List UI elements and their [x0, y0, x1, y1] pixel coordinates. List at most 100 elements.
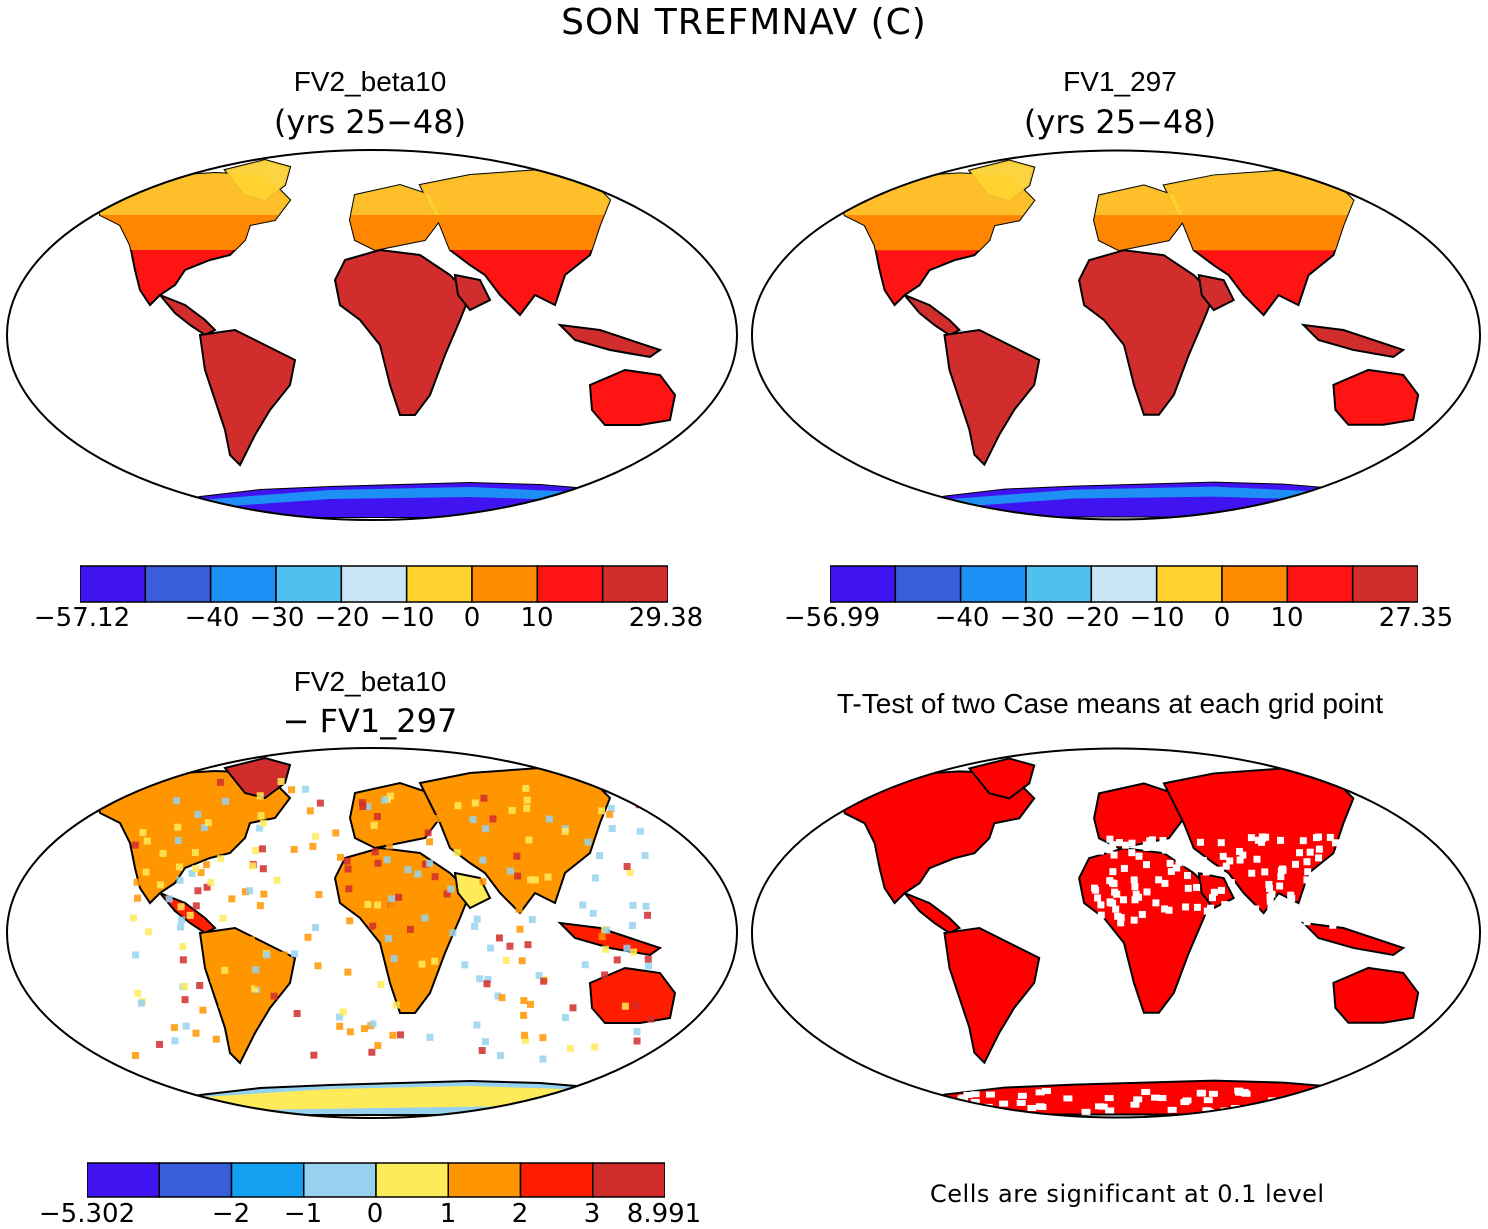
diff-cell [641, 852, 649, 860]
diff-cell [598, 807, 606, 815]
panel-1-title: FV2_beta10 [293, 66, 447, 97]
diff-cell [251, 846, 259, 854]
diff-cell [431, 873, 439, 881]
diff-cell [540, 977, 548, 985]
continent-australia [588, 966, 677, 1024]
colorbar-swatch [592, 1162, 666, 1198]
diff-cell [523, 796, 531, 804]
colorbar-swatch [471, 565, 539, 603]
continent-indonesia [1300, 323, 1406, 358]
insignificant-cell [1222, 862, 1230, 870]
diff-cell [192, 902, 200, 910]
insignificant-cell [937, 1103, 947, 1110]
diff-cell [426, 838, 434, 846]
colorbar-3 [86, 1162, 666, 1198]
diff-cell [257, 812, 265, 820]
diff-cell [480, 794, 488, 802]
diff-cell [207, 878, 215, 886]
insignificant-cell [1314, 833, 1322, 841]
insignificant-cell [957, 1095, 967, 1102]
colorbar-swatch [79, 565, 147, 603]
continent-australia [1332, 368, 1420, 426]
mid-band-europe [1094, 215, 1184, 251]
insignificant-cell [1311, 912, 1319, 920]
insignificant-cell [1173, 864, 1181, 872]
continent-centralAmerica [903, 892, 962, 935]
insignificant-cell [1104, 1095, 1114, 1102]
mid-band-asia [1163, 215, 1354, 251]
diff-cell [539, 1055, 547, 1063]
insignificant-cell [1328, 894, 1336, 902]
colorbar-swatch [144, 565, 212, 603]
insignificant-cell [1193, 883, 1201, 891]
diff-cell [306, 807, 314, 815]
insignificant-cell [1159, 836, 1167, 844]
continent-europe [1093, 782, 1185, 850]
diff-cell [603, 926, 611, 934]
diff-cell [390, 955, 398, 963]
colorbar-swatch [375, 1162, 449, 1198]
diff-cell [461, 961, 469, 969]
insignificant-cell [1183, 872, 1191, 880]
continent-africa [333, 248, 472, 416]
colorbar-1-tick: −10 [379, 603, 435, 633]
diff-cell [346, 917, 354, 925]
diff-cell [377, 981, 385, 989]
diff-cell [525, 836, 533, 844]
diff-cell [263, 951, 271, 959]
colorbar-swatch [340, 565, 408, 603]
diff-cell [252, 966, 260, 974]
diff-cell [647, 1015, 655, 1023]
colorbar-2-tick: 27.35 [1378, 603, 1454, 633]
insignificant-cell [1193, 903, 1201, 911]
insignificant-cell [972, 1107, 982, 1114]
colorbar-2 [829, 565, 1419, 603]
insignificant-cell [1016, 1099, 1026, 1106]
diff-cell [423, 975, 431, 983]
insignificant-cell [1315, 845, 1323, 853]
diff-cell [270, 992, 278, 1000]
mid-band-northAmerica [839, 215, 1035, 251]
insignificant-cell [1303, 858, 1311, 866]
diff-cell [186, 911, 194, 919]
diff-cell [301, 785, 309, 793]
insignificant-cell [1202, 868, 1210, 876]
diff-cell [483, 980, 491, 988]
diff-cell [358, 799, 366, 807]
diff-cell [421, 914, 429, 922]
insignificant-cell [1151, 1094, 1160, 1101]
figure-title: SON TREFMNAV (C) [561, 2, 927, 43]
colorbar-swatch [536, 565, 604, 603]
diff-cell [561, 1014, 569, 1022]
diff-cell [598, 933, 606, 941]
diff-cell [311, 924, 319, 932]
continent-southAmerica [198, 926, 297, 1065]
colorbar-swatch [1090, 565, 1158, 603]
insignificant-cell [1027, 1104, 1037, 1111]
diff-cell [431, 957, 439, 965]
diff-cell [364, 803, 372, 811]
diff-cell [280, 951, 288, 959]
diff-cell [412, 967, 420, 975]
cold-band-greenland [225, 160, 290, 200]
diff-cell [628, 922, 636, 930]
insignificant-cell [1217, 839, 1225, 847]
antarctic-diff [170, 1086, 595, 1111]
diff-cell [424, 829, 432, 837]
insignificant-cell [1341, 1093, 1351, 1100]
insignificant-cell [1266, 893, 1274, 901]
insignificant-cell [944, 1108, 954, 1115]
insignificant-cell [1175, 859, 1183, 867]
diff-cell [498, 994, 506, 1002]
insignificant-cell [1161, 846, 1169, 854]
panel-3-title: FV2_beta10 [293, 666, 447, 697]
insignificant-cell [1277, 836, 1285, 844]
insignificant-cell [1332, 912, 1340, 920]
insignificant-cell [1131, 896, 1139, 904]
diff-cell [388, 902, 396, 910]
diff-cell [188, 869, 196, 877]
diff-cell [629, 901, 637, 909]
diff-cell [404, 866, 412, 874]
continent-southAmerica [198, 328, 297, 467]
insignificant-cell [1106, 846, 1114, 854]
